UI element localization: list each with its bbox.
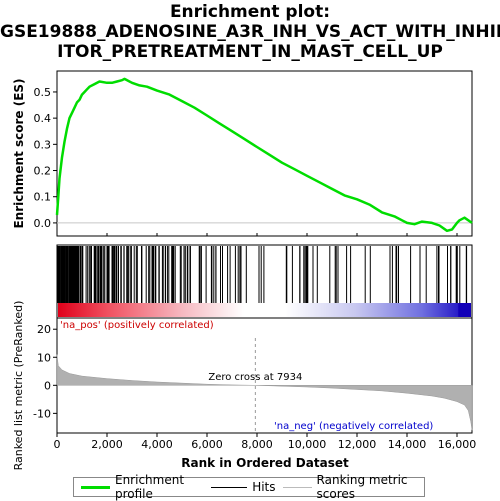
legend-item-ranking-metric: Ranking metric scores [282, 473, 424, 501]
x-tick-label: 4,000 [141, 438, 173, 451]
es-curve [55, 77, 473, 233]
x-tick-label: 0 [54, 438, 61, 451]
es-y-tick-label: 0.3 [34, 138, 52, 151]
legend-swatch-enrichment-profile [81, 485, 110, 489]
x-tick-label: 6,000 [191, 438, 223, 451]
rank-color-bar [58, 303, 471, 317]
x-tick-label: 12,000 [338, 438, 377, 451]
x-tick-label: 2,000 [91, 438, 123, 451]
es-y-tick-label: 0.2 [34, 165, 52, 178]
es-y-tick-label: 0.4 [34, 112, 52, 125]
metric-y-tick-label: 20 [37, 323, 51, 336]
metric-y-tick-label: 0 [44, 379, 51, 392]
metric-plot-frame [56, 317, 473, 434]
legend: Enrichment profile Hits Ranking metric s… [73, 473, 425, 501]
chart-title-line-3: ITOR_PRETREATMENT_IN_MAST_CELL_UP [57, 42, 443, 62]
legend-label-enrichment-profile: Enrichment profile [114, 473, 185, 501]
metric-panel: -10 0 10 20 Zero cross at 7934 'na_pos' (posi… [33, 317, 473, 434]
es-y-tick-label: 0.5 [34, 86, 52, 99]
metric-y-tick-label: -10 [33, 407, 51, 420]
rank-color-bar-end [458, 303, 471, 317]
hits-panel [56, 244, 473, 319]
legend-swatch-hits [211, 486, 248, 488]
legend-item-enrichment-profile: Enrichment profile [81, 473, 204, 501]
x-axis: 0 2,000 4,000 6,000 8,000 10,000 12,000 14,000 1… [54, 433, 477, 451]
metric-y-axis-label: Ranked list metric (PreRanked) [12, 301, 25, 471]
es-y-tick-label: 0.0 [34, 217, 52, 230]
pos-correlated-label: 'na_pos' (positively correlated) [60, 320, 214, 331]
es-panel: 0.0 0.1 0.2 0.3 0.4 0.5 [34, 70, 473, 237]
legend-label-ranking-metric: Ranking metric scores [316, 473, 408, 501]
x-tick-label: 10,000 [288, 438, 327, 451]
chart-title-line-2: GSE19888_ADENOSINE_A3R_INH_VS_ACT_WITH_I… [0, 22, 500, 42]
es-y-tick-label: 0.1 [34, 191, 52, 204]
chart-title-line-1: Enrichment plot: [169, 2, 331, 22]
zero-cross-label: Zero cross at 7934 [208, 372, 302, 383]
metric-y-tick-label: 10 [37, 351, 51, 364]
x-tick-label: 14,000 [388, 438, 427, 451]
neg-correlated-label: 'na_neg' (negatively correlated) [274, 421, 433, 432]
x-tick-label: 8,000 [241, 438, 273, 451]
es-plot-frame [56, 70, 473, 237]
metric-area [56, 354, 473, 431]
legend-swatch-ranking-metric [282, 486, 312, 488]
es-y-axis-label: Enrichment score (ES) [12, 78, 26, 228]
legend-label-hits: Hits [252, 480, 276, 494]
x-axis-label: Rank in Ordered Dataset [181, 456, 349, 470]
legend-item-hits: Hits [211, 480, 276, 494]
x-tick-label: 16,000 [438, 438, 477, 451]
